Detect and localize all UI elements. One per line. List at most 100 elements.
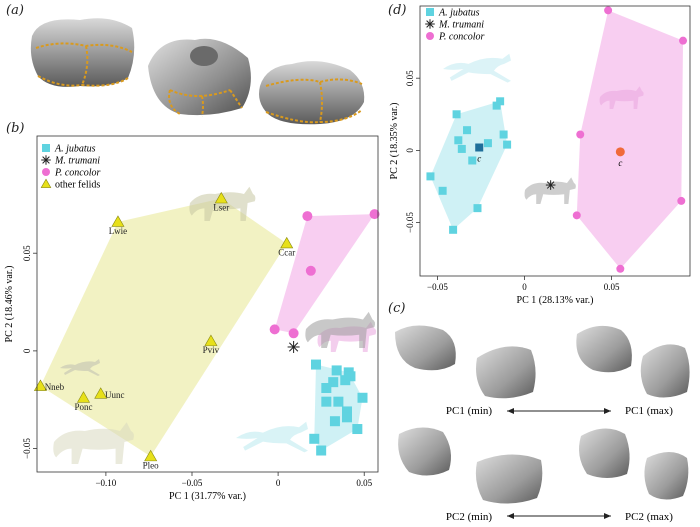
jackal-silhouette — [189, 186, 256, 221]
y-tick-label: 0 — [405, 148, 415, 153]
x-tick-label: −0.05 — [182, 478, 203, 488]
point-p-concolor-4 — [269, 324, 280, 335]
point-a-jubatus-12 — [473, 204, 482, 213]
point-p-concolor-0 — [604, 6, 613, 15]
point-label-pviv: Pviv — [203, 345, 220, 355]
point-label-nneb: Nneb — [45, 382, 65, 392]
point-p-concolor-4 — [572, 211, 581, 220]
convex-hull-a-jubatus — [430, 101, 508, 230]
x-tick-label: 0.05 — [604, 282, 620, 292]
point-a-jubatus-2 — [452, 110, 461, 119]
x-tick-label: −0.10 — [95, 478, 116, 488]
pc1-max-shapes — [576, 325, 690, 398]
point-a-jubatus-10 — [342, 406, 352, 417]
point-label-lser: Lser — [213, 203, 229, 213]
puma-silhouette-d — [599, 86, 644, 109]
point-other-felids-2 — [280, 236, 294, 249]
point-p-concolor-2 — [576, 130, 585, 139]
bone-view-1 — [30, 18, 135, 87]
legend-marker-0 — [42, 144, 50, 152]
panel-a-bone-images — [30, 18, 365, 125]
point-a-jubatus-6 — [321, 383, 332, 393]
point-a-jubatus-7 — [357, 392, 368, 403]
silhouettes-b — [53, 186, 377, 464]
pc1-max-label: PC1 (max) — [625, 405, 673, 417]
cheetah-running-silhouette-b — [236, 421, 308, 453]
point-a-jubatus-9 — [333, 396, 344, 407]
point-a-jubatus-1 — [492, 101, 501, 110]
pc2-max-shapes — [579, 428, 689, 500]
point-a-jubatus-12 — [329, 416, 340, 427]
legend-label-0: A. jubatus — [438, 8, 480, 19]
bone-view-3 — [259, 61, 365, 125]
centroid-1 — [615, 147, 625, 157]
x-tick-label: 0.05 — [356, 478, 372, 488]
panel-label-a: (a) — [6, 3, 24, 18]
legend-label-1: M. trumani — [54, 156, 100, 167]
panel-label-b: (b) — [6, 121, 25, 136]
lion-silhouette — [53, 422, 134, 464]
y-axis-label: PC 2 (18.35% var.) — [389, 103, 400, 180]
legend-marker-0 — [426, 8, 434, 16]
pca-scatter-d: c c −0.05 0 0.05 −0.05 0 0.05 PC 1 (28.13% var.… — [389, 5, 691, 306]
pc2-min-shapes — [398, 427, 543, 504]
point-p-concolor-5 — [616, 264, 625, 273]
centroid-0 — [475, 143, 484, 152]
convex-hull-other-felids — [40, 198, 287, 457]
point-label-ponc: Ponc — [75, 402, 93, 412]
legend-label-2: P. concolor — [438, 32, 484, 43]
panel-label-d: (d) — [388, 3, 407, 18]
pc2-min-label: PC2 (min) — [446, 511, 492, 523]
pc1-min-label: PC1 (min) — [446, 405, 492, 417]
point-other-felids-0 — [214, 191, 228, 204]
point-a-jubatus-13 — [449, 225, 458, 234]
point-a-jubatus-4 — [499, 130, 508, 139]
pc2-double-arrow — [507, 513, 611, 519]
y-axis-label: PC 2 (18.46% var.) — [4, 266, 15, 343]
panel-c-shape-extremes: PC1 (min) PC1 (max) PC2 (min) PC2 (max) — [395, 325, 690, 523]
point-a-jubatus-8 — [483, 139, 492, 148]
convex-hull-p-concolor — [576, 10, 684, 269]
centroid-label-0: c — [477, 153, 481, 163]
point-a-jubatus-14 — [309, 433, 320, 444]
point-a-jubatus-13 — [352, 424, 363, 435]
point-a-jubatus-0 — [496, 97, 505, 106]
small-felid-silhouette — [60, 359, 100, 376]
legend-marker-2 — [426, 32, 434, 40]
y-tick-label: 0.05 — [405, 70, 415, 86]
x-tick-label: −0.05 — [427, 282, 448, 292]
centroid-label-1: c — [618, 158, 622, 168]
point-a-jubatus-15 — [316, 445, 327, 456]
point-other-felids-4 — [33, 379, 47, 391]
pc2-max-label: PC2 (max) — [625, 511, 673, 523]
bone-view-2 — [148, 38, 251, 117]
x-axis-label: PC 1 (31.77% var.) — [169, 491, 246, 502]
point-p-concolor-3 — [677, 196, 686, 205]
y-tick-label: 0 — [22, 348, 32, 353]
point-a-jubatus-10 — [426, 172, 435, 181]
x-tick-label: 0 — [276, 478, 281, 488]
plot-frame — [419, 5, 691, 277]
point-other-felids-5 — [94, 387, 108, 399]
cheetah-running-silhouette-d — [443, 53, 511, 83]
cat-silhouette-d — [524, 177, 576, 204]
legend-label-3: other felids — [55, 180, 100, 191]
point-label-ccar: Ccar — [278, 247, 295, 257]
pca-scatter-b: Lser Lwie Ccar Pviv Nneb Uunc Ponc Pleo −0.10 −0… — [4, 135, 380, 502]
point-a-jubatus-4 — [340, 375, 351, 386]
point-other-felids-1 — [111, 215, 125, 227]
point-a-jubatus-8 — [321, 396, 332, 407]
silhouettes-d — [443, 53, 644, 204]
y-tick-label: 0.05 — [22, 245, 32, 261]
x-tick-label: 0 — [522, 282, 527, 292]
cheetah-cat-silhouette-b — [305, 311, 376, 348]
legend-label-1: M. trumani — [438, 20, 484, 31]
point-a-jubatus-11 — [342, 412, 352, 423]
point-a-jubatus-3 — [463, 126, 472, 135]
point-a-jubatus-5 — [503, 140, 512, 149]
legend-marker-2 — [42, 168, 50, 176]
point-label-uunc: Uunc — [105, 390, 125, 400]
point-m-trumani-0 — [287, 340, 300, 353]
point-m-trumani-0 — [545, 180, 556, 190]
